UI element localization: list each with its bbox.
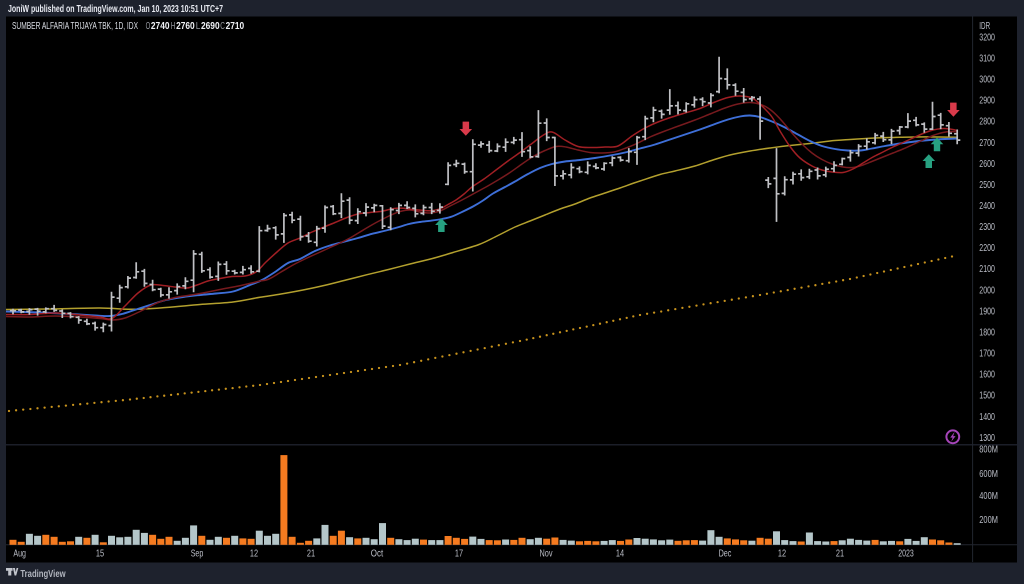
svg-text:2400: 2400 xyxy=(979,201,995,212)
svg-text:17: 17 xyxy=(455,548,463,559)
svg-text:Sep: Sep xyxy=(191,548,204,559)
svg-text:Oct: Oct xyxy=(371,548,383,559)
svg-text:3100: 3100 xyxy=(979,54,995,65)
svg-text:1900: 1900 xyxy=(979,306,995,317)
svg-text:IDR: IDR xyxy=(979,21,990,32)
svg-text:3000: 3000 xyxy=(979,75,995,86)
svg-text:21: 21 xyxy=(836,548,844,559)
svg-text:Dec: Dec xyxy=(719,548,732,559)
svg-text:2500: 2500 xyxy=(979,180,995,191)
svg-text:SUMBER ALFARIA TRIJAYA TBK, 1D: SUMBER ALFARIA TRIJAYA TBK, 1D, IDX xyxy=(12,20,138,32)
svg-text:2600: 2600 xyxy=(979,159,995,170)
svg-text:1700: 1700 xyxy=(979,349,995,360)
svg-text:2100: 2100 xyxy=(979,264,995,275)
svg-text:1300: 1300 xyxy=(979,433,995,444)
svg-text:H: H xyxy=(171,20,176,32)
svg-text:14: 14 xyxy=(616,548,624,559)
svg-text:Nov: Nov xyxy=(540,548,554,559)
svg-text:2200: 2200 xyxy=(979,243,995,254)
svg-text:800M: 800M xyxy=(979,445,998,456)
svg-text:2300: 2300 xyxy=(979,222,995,233)
svg-text:1800: 1800 xyxy=(979,328,995,339)
svg-text:1500: 1500 xyxy=(979,391,995,402)
svg-text:1600: 1600 xyxy=(979,370,995,381)
svg-text:12: 12 xyxy=(778,548,786,559)
svg-text:L: L xyxy=(196,20,201,32)
svg-text:JoniW published on TradingView: JoniW published on TradingView.com, Jan … xyxy=(8,3,223,15)
svg-text:21: 21 xyxy=(307,548,315,559)
svg-text:2023: 2023 xyxy=(898,548,914,559)
svg-text:2760: 2760 xyxy=(176,20,195,32)
svg-text:2700: 2700 xyxy=(979,138,995,149)
svg-text:400M: 400M xyxy=(979,491,998,502)
svg-text:2740: 2740 xyxy=(151,20,170,32)
svg-text:200M: 200M xyxy=(979,515,998,526)
svg-text:2710: 2710 xyxy=(226,20,245,32)
svg-text:600M: 600M xyxy=(979,469,998,480)
svg-text:O: O xyxy=(146,20,151,32)
svg-text:C: C xyxy=(220,20,225,32)
svg-text:12: 12 xyxy=(250,548,258,559)
svg-text:1400: 1400 xyxy=(979,412,995,423)
svg-text:Aug: Aug xyxy=(13,548,26,559)
svg-text:2690: 2690 xyxy=(201,20,220,32)
svg-text:2800: 2800 xyxy=(979,117,995,128)
svg-text:15: 15 xyxy=(96,548,104,559)
svg-text:2000: 2000 xyxy=(979,285,995,296)
svg-text:TradingView: TradingView xyxy=(20,568,66,580)
svg-text:3200: 3200 xyxy=(979,32,995,43)
svg-text:2900: 2900 xyxy=(979,96,995,107)
